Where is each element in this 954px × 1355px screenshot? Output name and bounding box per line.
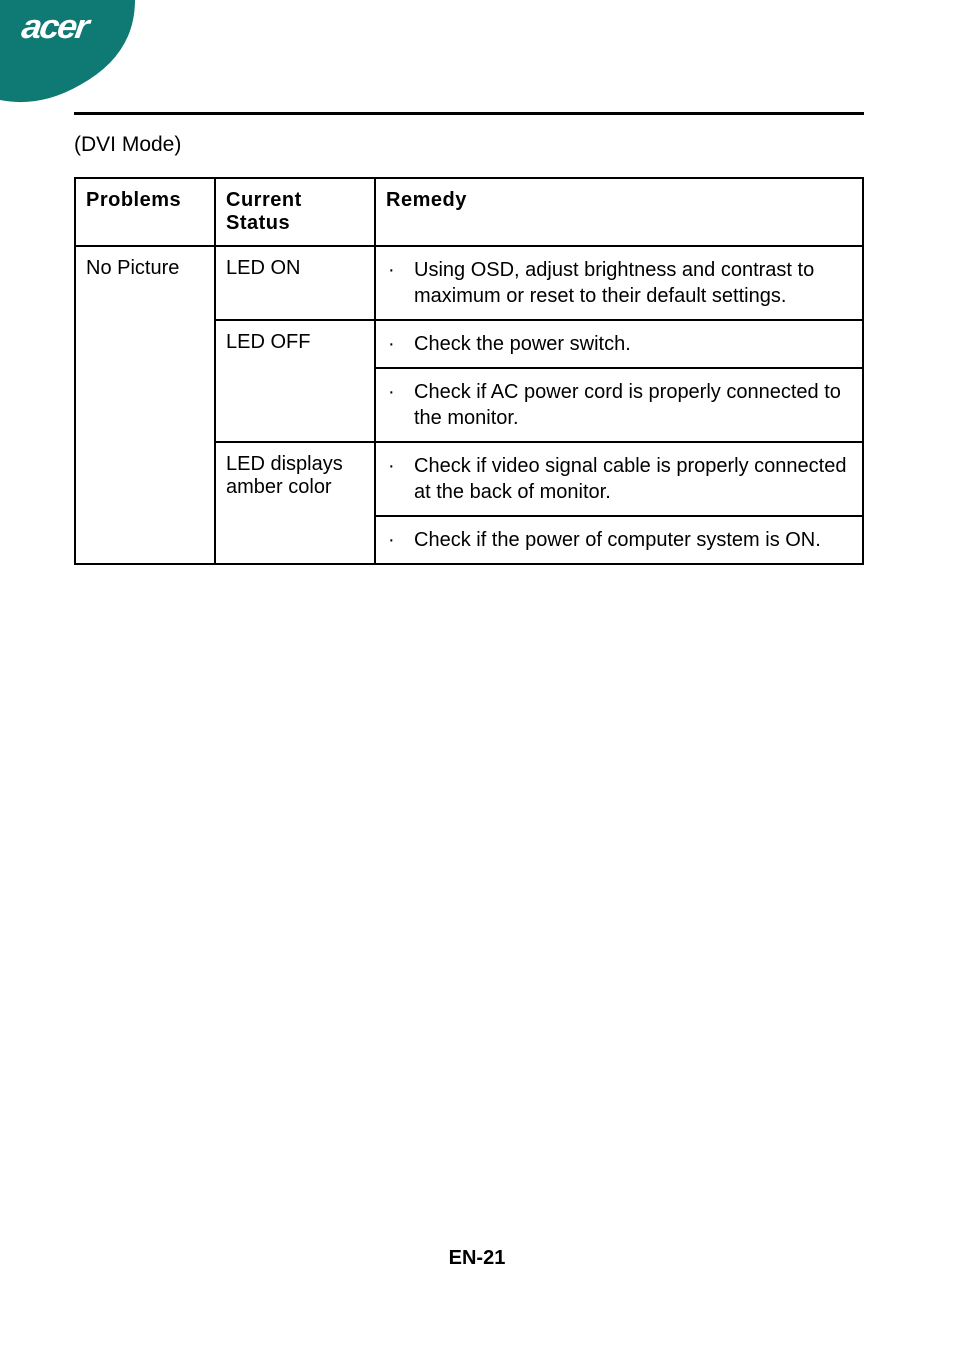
bullet-icon: ·	[386, 331, 414, 357]
col-header-status: Current Status	[215, 178, 375, 246]
status-cell: LED ON	[215, 246, 375, 320]
status-cell: LED displays amber color	[215, 442, 375, 564]
table-header-row: Problems Current Status Remedy	[75, 178, 863, 246]
page-content: (DVI Mode) Problems Current Status Remed…	[74, 112, 864, 565]
page-footer: EN-21	[0, 1247, 954, 1270]
top-divider	[74, 112, 864, 115]
table-row: No Picture LED ON · Using OSD, adjust br…	[75, 246, 863, 320]
bullet-icon: ·	[386, 379, 414, 405]
remedy-cell: · Check if the power of computer system …	[375, 516, 863, 564]
remedy-text: Check if AC power cord is properly conne…	[414, 379, 852, 431]
remedy-cell: · Using OSD, adjust brightness and contr…	[375, 246, 863, 320]
bullet-icon: ·	[386, 257, 414, 283]
remedy-cell: · Check if AC power cord is properly con…	[375, 368, 863, 442]
brand-corner-badge: acer	[0, 0, 180, 110]
brand-logo: acer	[19, 8, 90, 47]
remedy-cell: · Check the power switch.	[375, 320, 863, 368]
remedy-text: Check if the power of computer system is…	[414, 527, 852, 553]
col-header-problems: Problems	[75, 178, 215, 246]
status-cell: LED OFF	[215, 320, 375, 442]
troubleshooting-table: Problems Current Status Remedy No Pictur…	[74, 177, 864, 565]
remedy-cell: · Check if video signal cable is properl…	[375, 442, 863, 516]
problem-cell: No Picture	[75, 246, 215, 564]
bullet-icon: ·	[386, 453, 414, 479]
remedy-text: Check the power switch.	[414, 331, 852, 357]
bullet-icon: ·	[386, 527, 414, 553]
section-title: (DVI Mode)	[74, 133, 864, 157]
col-header-remedy: Remedy	[375, 178, 863, 246]
remedy-text: Check if video signal cable is properly …	[414, 453, 852, 505]
remedy-text: Using OSD, adjust brightness and contras…	[414, 257, 852, 309]
